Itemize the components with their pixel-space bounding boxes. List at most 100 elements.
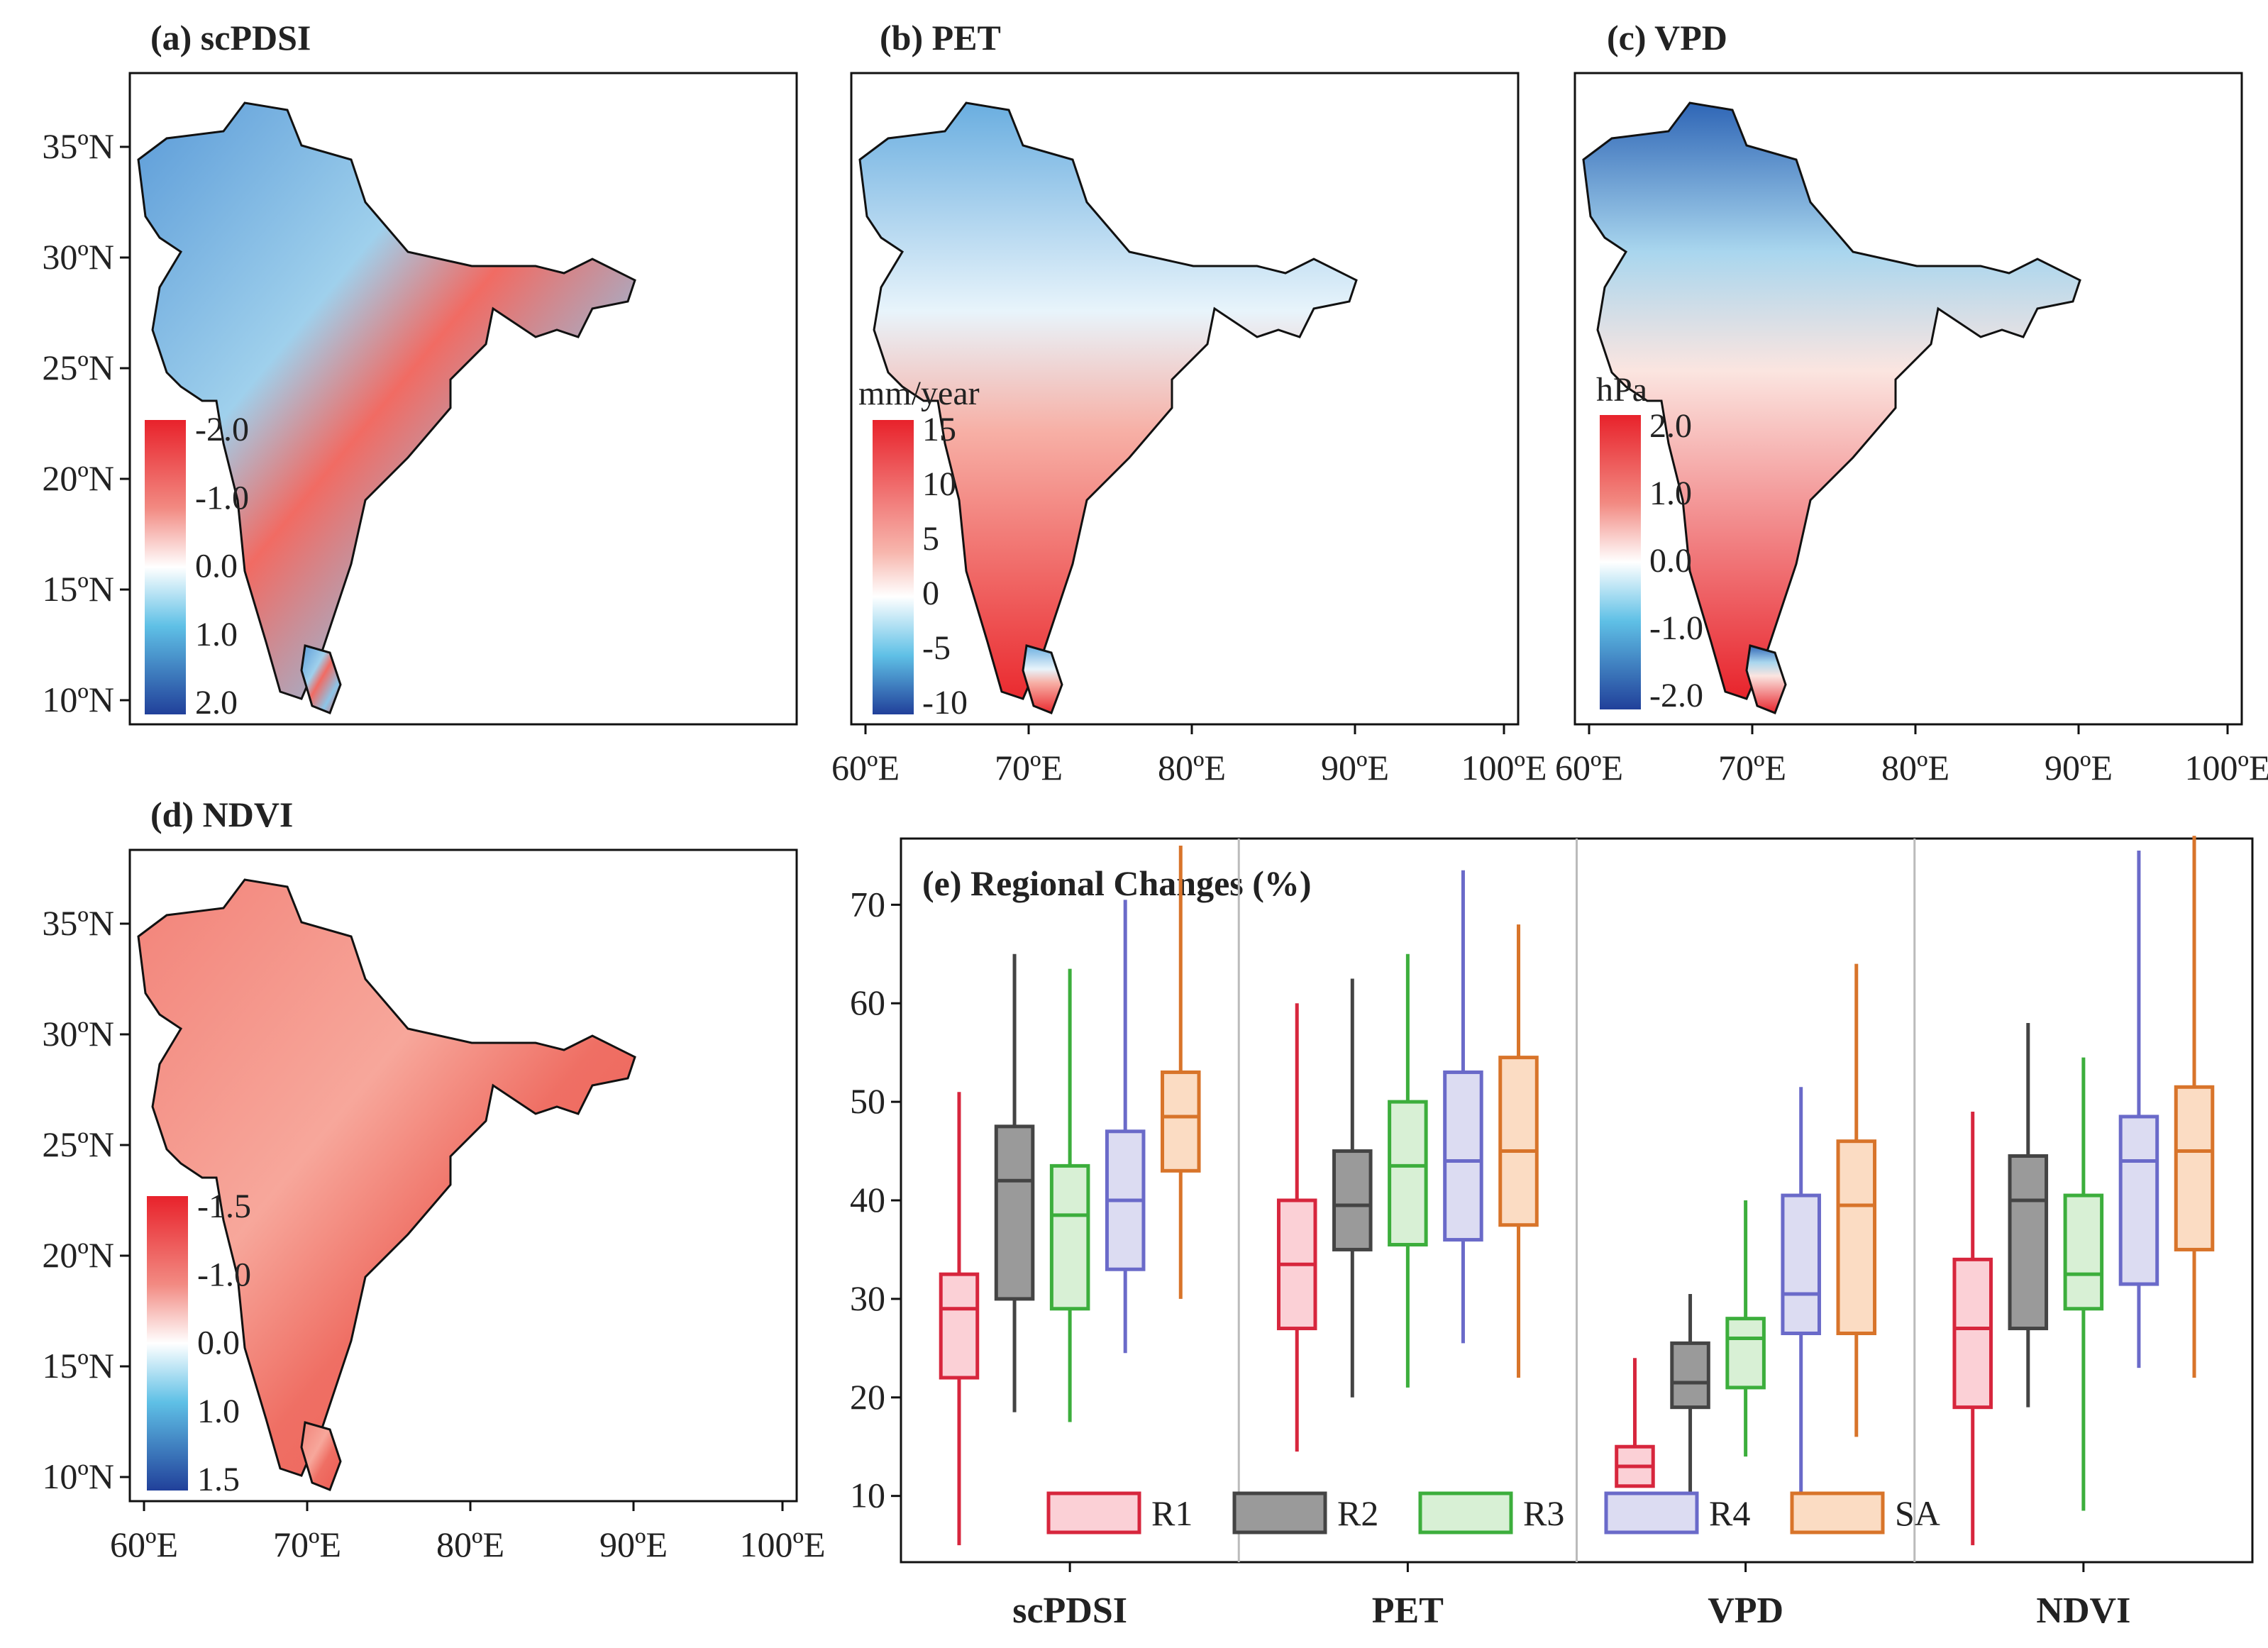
group-label: VPD <box>1708 1591 1783 1631</box>
map-panel-d: (d) NDVI -1.5 -1.0 0.0 1.0 1.5 35ºN 30ºN 25ºN 2… <box>42 795 825 1564</box>
lon-tick-label: 90ºE <box>1321 748 1389 787</box>
y-tick-label: 20 <box>850 1377 885 1417</box>
lon-tick-label: 80ºE <box>1158 748 1226 787</box>
legend-label-R2: R2 <box>1337 1493 1378 1533</box>
colorbar-tick-label: 1.5 <box>197 1461 240 1498</box>
legend: R1 R2 R3 R4 SA <box>1046 1491 1940 1534</box>
box-iqr <box>1049 1163 1090 1311</box>
colorbar-tick-label: 15 <box>922 411 956 448</box>
colorbar-tick-label: 2.0 <box>195 684 238 721</box>
box-iqr <box>1332 1149 1373 1251</box>
box-R2-VPD <box>1670 1293 1710 1496</box>
legend-label-R1: R1 <box>1151 1493 1193 1533</box>
box-iqr <box>1443 1070 1483 1242</box>
box-R4-NDVI <box>2118 850 2159 1368</box>
colorbar-tick-label: -2.0 <box>1649 677 1703 714</box>
colorbar-ticks-a: -2.0 -1.0 0.0 1.0 2.0 <box>195 411 249 721</box>
box-iqr <box>2118 1115 2159 1286</box>
box-iqr <box>2174 1085 2215 1251</box>
lon-ticks-b: 60ºE 70ºE 80ºE 90ºE 100ºE <box>831 724 1547 787</box>
colorbar-b <box>873 420 914 714</box>
box-SA-scPDSI <box>1161 846 1201 1299</box>
colorbar-d <box>147 1196 188 1491</box>
legend-swatch-R2 <box>1232 1491 1327 1534</box>
lat-tick-label: 35ºN <box>42 903 114 943</box>
colorbar-tick-label: 1.0 <box>195 616 238 653</box>
unit-b: mm/year <box>858 375 980 412</box>
lon-tick-label: 60ºE <box>110 1525 178 1564</box>
box-iqr <box>1781 1193 1821 1335</box>
boxplot-title: (e) Regional Changes (%) <box>922 863 1312 903</box>
colorbar-tick-label: 10 <box>922 465 956 503</box>
colorbar-tick-label: -1.5 <box>197 1188 251 1225</box>
colorbar-tick-label: 1.0 <box>197 1393 240 1430</box>
colorbar-tick-label: 0.0 <box>195 548 238 585</box>
group-label: PET <box>1372 1591 1444 1631</box>
colorbar-tick-label: -2.0 <box>195 411 249 448</box>
lat-tick-label: 30ºN <box>42 237 114 277</box>
group-dividers <box>1237 839 1916 1562</box>
lon-tick-label: 100ºE <box>1461 748 1547 787</box>
y-tick-label: 70 <box>850 884 885 924</box>
legend-swatch-R4 <box>1604 1491 1699 1534</box>
y-tick-label: 30 <box>850 1278 885 1318</box>
box-R2-scPDSI <box>994 953 1035 1412</box>
y-tick-label: 50 <box>850 1081 885 1121</box>
box-iqr <box>1725 1317 1766 1390</box>
lat-tick-label: 25ºN <box>42 1124 114 1164</box>
colorbar-tick-label: 1.0 <box>1649 475 1692 512</box>
lat-tick-label: 10ºN <box>42 1456 114 1496</box>
boxplot-y-axis: 10 20 30 40 50 60 70 <box>850 884 901 1515</box>
colorbar-c <box>1600 415 1641 709</box>
box-R4-PET <box>1443 870 1483 1344</box>
lon-tick-label: 90ºE <box>599 1525 668 1564</box>
lat-ticks-d: 35ºN 30ºN 25ºN 20ºN 15ºN 10ºN <box>42 903 130 1496</box>
colorbar-tick-label: 5 <box>922 520 939 558</box>
box-R1-scPDSI <box>939 1092 980 1546</box>
box-R3-VPD <box>1725 1200 1766 1457</box>
box-iqr <box>1498 1056 1539 1227</box>
colorbar-ticks-d: -1.5 -1.0 0.0 1.0 1.5 <box>197 1188 251 1498</box>
box-SA-NDVI <box>2174 836 2215 1378</box>
box-R4-VPD <box>1781 1087 1821 1521</box>
box-R3-scPDSI <box>1049 968 1090 1422</box>
box-iqr <box>939 1272 980 1380</box>
box-R4-scPDSI <box>1105 900 1146 1354</box>
unit-c: hPa <box>1596 371 1647 409</box>
lon-tick-label: 100ºE <box>2184 748 2268 787</box>
lat-tick-label: 35ºN <box>42 126 114 166</box>
legend-swatch-R1 <box>1046 1491 1141 1534</box>
box-SA-VPD <box>1836 963 1877 1437</box>
box-marks <box>939 836 2215 1546</box>
colorbar-tick-label: -10 <box>922 684 968 721</box>
y-tick-label: 60 <box>850 983 885 1022</box>
box-iqr <box>1952 1257 1993 1410</box>
colorbar-tick-label: -5 <box>922 629 951 667</box>
lon-tick-label: 70ºE <box>1718 748 1786 787</box>
box-iqr <box>1388 1100 1428 1246</box>
box-R3-PET <box>1388 953 1428 1388</box>
colorbar-tick-label: -1.0 <box>197 1256 251 1293</box>
lon-tick-label: 70ºE <box>995 748 1063 787</box>
legend-swatch-SA <box>1790 1491 1885 1534</box>
lat-tick-label: 15ºN <box>42 1346 114 1386</box>
colorbar-tick-label: -1.0 <box>195 479 249 516</box>
lon-tick-label: 70ºE <box>273 1525 341 1564</box>
lon-tick-label: 100ºE <box>739 1525 825 1564</box>
colorbar-tick-label: -1.0 <box>1649 609 1703 647</box>
lon-tick-label: 60ºE <box>831 748 900 787</box>
lon-tick-label: 60ºE <box>1555 748 1623 787</box>
group-labels: scPDSI PET VPD NDVI <box>1012 1562 2130 1631</box>
box-iqr <box>2063 1193 2104 1311</box>
colorbar-tick-label: 0.0 <box>197 1325 240 1362</box>
colorbar-ticks-c: 2.0 1.0 0.0 -1.0 -2.0 <box>1649 407 1703 714</box>
lat-tick-label: 15ºN <box>42 569 114 609</box>
box-iqr <box>994 1124 1035 1301</box>
box-R1-NDVI <box>1952 1112 1993 1546</box>
box-R1-PET <box>1276 1003 1317 1452</box>
box-R2-NDVI <box>2008 1023 2049 1408</box>
lat-ticks-a: 35ºN 30ºN 25ºN 20ºN 15ºN 10ºN <box>42 126 130 719</box>
lat-tick-label: 25ºN <box>42 348 114 387</box>
colorbar-ticks-b: 15 10 5 0 -5 -10 <box>922 411 968 721</box>
map-title-a: (a) scPDSI <box>150 18 311 57</box>
